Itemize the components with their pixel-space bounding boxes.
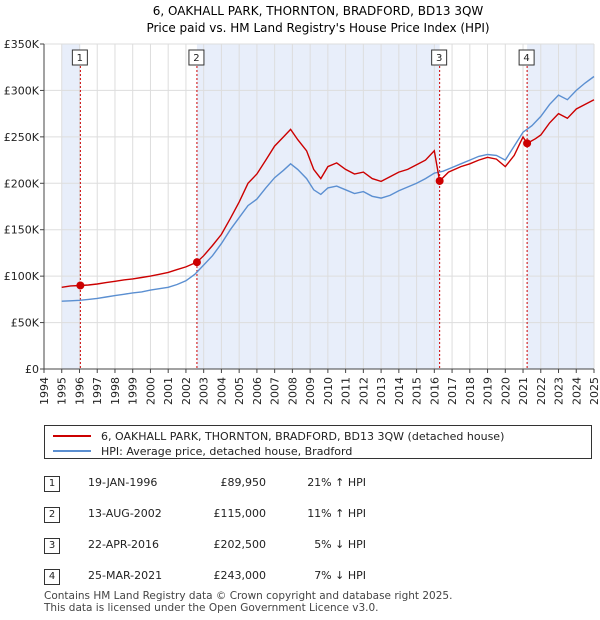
x-tick-label: 2001 [162, 377, 175, 405]
x-tick-label: 2007 [269, 377, 282, 405]
x-tick-label: 2009 [304, 377, 317, 405]
y-tick-label: £300K [4, 84, 40, 97]
x-tick-label: 2004 [215, 377, 228, 405]
y-tick-label: £350K [4, 38, 40, 51]
y-tick-label: £150K [4, 224, 40, 237]
x-tick-label: 2012 [357, 377, 370, 405]
x-tick-label: 2014 [393, 377, 406, 405]
x-tick-label: 2016 [428, 377, 441, 405]
property-series-line [61, 99, 595, 288]
sale-date: 22-APR-2016 [88, 538, 160, 551]
chart-title: 6, OAKHALL PARK, THORNTON, BRADFORD, BD1… [153, 4, 484, 18]
x-tick-label: 2000 [144, 377, 157, 405]
x-tick-label: 2002 [180, 377, 193, 405]
legend: 6, OAKHALL PARK, THORNTON, BRADFORD, BD1… [44, 425, 592, 459]
x-tick-label: 2005 [233, 377, 246, 405]
x-tick-label: 2018 [464, 377, 477, 405]
legend-label-property: 6, OAKHALL PARK, THORNTON, BRADFORD, BD1… [101, 429, 505, 443]
sale-date: 19-JAN-1996 [88, 476, 158, 489]
hpi-series-line [61, 75, 595, 302]
legend-swatch-property [53, 435, 91, 437]
sale-date: 13-AUG-2002 [88, 507, 162, 520]
x-tick-label: 2024 [570, 377, 583, 405]
x-tick-label: 2020 [499, 377, 512, 405]
chart-subtitle: Price paid vs. HM Land Registry's House … [146, 21, 489, 35]
x-tick-label: 2013 [375, 377, 388, 405]
sale-price: £89,950 [220, 476, 267, 489]
x-tick-label: 2010 [322, 377, 335, 405]
x-tick-label: 2019 [482, 377, 495, 405]
footer: Contains HM Land Registry data © Crown c… [44, 590, 452, 614]
shaded-span [196, 44, 440, 369]
y-tick-label: £250K [4, 131, 40, 144]
sale-price: £202,500 [213, 538, 267, 551]
x-tick-label: 1996 [73, 377, 86, 405]
x-tick-label: 2023 [553, 377, 566, 405]
sale-date: 25-MAR-2021 [88, 569, 163, 582]
sale-number-badge: 4 [44, 569, 60, 585]
x-tick-label: 2017 [446, 377, 459, 405]
x-tick-label: 1995 [56, 377, 69, 405]
sale-point [435, 176, 444, 185]
sale-point [192, 258, 201, 267]
sale-number-badge: 1 [44, 476, 60, 492]
sale-row: 4 25-MAR-2021 £243,000 7% ↓ HPI [44, 563, 592, 594]
price-chart: 6, OAKHALL PARK, THORNTON, BRADFORD, BD1… [4, 4, 600, 405]
shaded-span [61, 44, 81, 369]
sale-point [76, 281, 85, 290]
sale-number-badge [188, 49, 205, 66]
y-tick-label: £50K [11, 317, 40, 330]
x-tick-label: 1997 [91, 377, 104, 405]
x-tick-label: 2025 [588, 377, 600, 405]
sale-hpi-diff: 7% ↓ HPI [314, 569, 366, 582]
sale-number-badge [71, 49, 88, 66]
sale-number-label: 1 [77, 53, 83, 64]
sale-number-label: 4 [523, 53, 529, 64]
sale-point [523, 139, 532, 148]
sale-number-label: 2 [193, 53, 199, 64]
legend-label-hpi: HPI: Average price, detached house, Brad… [101, 444, 353, 458]
legend-item-property: 6, OAKHALL PARK, THORNTON, BRADFORD, BD1… [53, 428, 504, 444]
shaded-span [527, 44, 594, 369]
sale-number-badge: 3 [44, 538, 60, 554]
x-tick-label: 2021 [517, 377, 530, 405]
x-tick-label: 2006 [251, 377, 264, 405]
sale-row: 2 13-AUG-2002 £115,000 11% ↑ HPI [44, 501, 592, 532]
sale-hpi-diff: 11% ↑ HPI [307, 507, 366, 520]
x-tick-label: 1998 [109, 377, 122, 405]
x-tick-label: 2003 [198, 377, 211, 405]
sale-hpi-diff: 21% ↑ HPI [307, 476, 366, 489]
y-tick-label: £200K [4, 177, 40, 190]
sale-hpi-diff: 5% ↓ HPI [314, 538, 366, 551]
y-tick-label: £0 [25, 363, 39, 376]
x-tick-label: 2008 [286, 377, 299, 405]
y-tick-label: £100K [4, 270, 40, 283]
x-tick-label: 1999 [127, 377, 140, 405]
licence-text: This data is licensed under the Open Gov… [44, 602, 379, 614]
sale-row: 1 19-JAN-1996 £89,950 21% ↑ HPI [44, 470, 592, 501]
sale-row: 3 22-APR-2016 £202,500 5% ↓ HPI [44, 532, 592, 563]
sale-number-label: 3 [436, 53, 442, 64]
sale-price: £243,000 [213, 569, 267, 582]
sales-table: 1 19-JAN-1996 £89,950 21% ↑ HPI 2 13-AUG… [44, 470, 592, 594]
x-tick-label: 2015 [411, 377, 424, 405]
x-tick-label: 2022 [535, 377, 548, 405]
sale-number-badge [518, 49, 535, 66]
sale-number-badge [431, 49, 448, 66]
x-tick-label: 2011 [340, 377, 353, 405]
legend-item-hpi: HPI: Average price, detached house, Brad… [53, 443, 352, 459]
sale-price: £115,000 [213, 507, 267, 520]
x-tick-label: 1994 [38, 377, 51, 405]
legend-swatch-hpi [53, 450, 91, 452]
copyright-text: Contains HM Land Registry data © Crown c… [44, 590, 453, 602]
sale-number-badge: 2 [44, 507, 60, 523]
